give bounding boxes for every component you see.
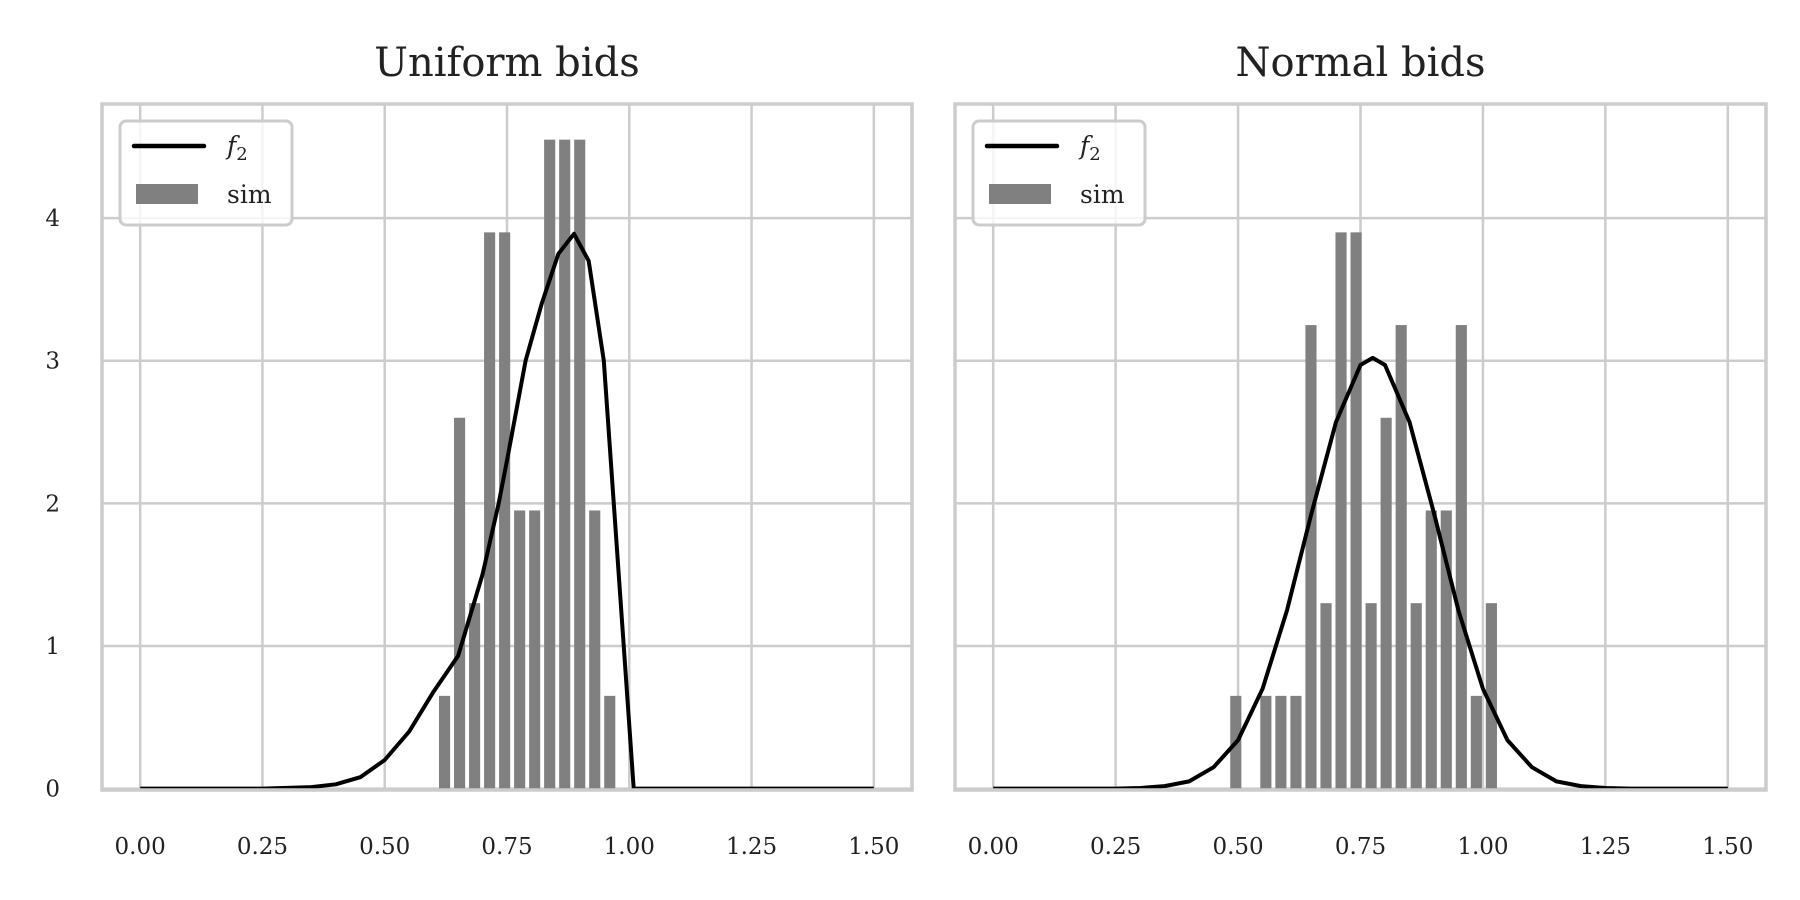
histogram-bar <box>1455 325 1467 789</box>
y-tick-label: 1 <box>45 634 60 660</box>
histogram-bar <box>469 603 481 789</box>
y-tick-label: 0 <box>45 777 60 803</box>
histogram-bar <box>439 695 451 789</box>
chart-title: Normal bids <box>1235 40 1485 86</box>
legend-label-f2: f2 <box>225 131 248 165</box>
legend-box <box>971 119 1147 227</box>
legend-f: f <box>225 131 240 160</box>
x-tick-label: 1.25 <box>1580 834 1631 860</box>
y-tick-label: 4 <box>45 206 60 232</box>
histogram-bar <box>514 510 526 789</box>
x-tick-label: 0.25 <box>237 834 288 860</box>
legend-bar-swatch <box>136 184 198 204</box>
x-tick-label: 0.25 <box>1090 834 1141 860</box>
histogram-bar <box>484 232 496 789</box>
histogram-bar <box>1470 695 1482 789</box>
histogram-bar <box>529 510 541 789</box>
histogram-bar <box>1290 695 1302 789</box>
legend-box <box>118 119 294 227</box>
histogram-bar <box>1380 417 1392 789</box>
x-tick-label: 1.00 <box>604 834 655 860</box>
legend-subscript: 2 <box>236 144 247 165</box>
x-tick-label: 0.00 <box>968 834 1019 860</box>
histogram-bar <box>1485 603 1497 789</box>
x-tick-label: 1.25 <box>726 834 777 860</box>
histogram-bar <box>1260 695 1272 789</box>
histogram-bar <box>1350 232 1362 789</box>
panel-1: Uniform bids 0.00 0.25 0.50 0.75 1.00 1.25 1.50… <box>45 40 914 860</box>
x-tick-label: 0.00 <box>115 834 166 860</box>
legend-label-sim: sim <box>1080 180 1125 209</box>
histogram-bar <box>1425 510 1437 789</box>
histogram-bar <box>589 510 601 789</box>
histogram-bar <box>1305 325 1317 789</box>
x-tick-label: 0.75 <box>481 834 532 860</box>
density-line-f2 <box>993 355 1728 791</box>
legend-subscript: 2 <box>1089 144 1100 165</box>
y-tick-label: 3 <box>45 349 60 375</box>
y-tick-label: 2 <box>45 491 60 517</box>
histogram-bar <box>1410 603 1422 789</box>
histogram-bar <box>454 417 466 789</box>
histogram-bar <box>1365 603 1377 789</box>
legend-label-f2: f2 <box>1078 131 1101 165</box>
histogram-bar <box>1395 325 1407 789</box>
axes-frame <box>953 102 1768 792</box>
histogram-bar <box>499 232 511 789</box>
legend-f: f <box>1078 131 1093 160</box>
panel-2: Normal bids 0.00 0.25 0.50 0.75 1.00 1.25 1.50 f… <box>953 40 1768 860</box>
histogram-bar <box>1275 695 1287 789</box>
legend: f2 sim <box>971 119 1147 227</box>
histogram-bar <box>544 139 556 789</box>
x-tick-label: 1.50 <box>1702 834 1753 860</box>
x-tick-label: 0.50 <box>1212 834 1263 860</box>
legend: f2 sim <box>118 119 294 227</box>
density-line-f2 <box>140 231 874 791</box>
histogram-bar <box>559 139 571 789</box>
legend-label-sim: sim <box>227 180 272 209</box>
x-tick-label: 1.50 <box>848 834 899 860</box>
histogram-bar <box>1440 510 1452 789</box>
legend-bar-swatch <box>989 184 1051 204</box>
histogram-bar <box>574 139 586 789</box>
chart-title: Uniform bids <box>374 40 639 86</box>
x-tick-label: 0.50 <box>359 834 410 860</box>
histogram-bar <box>1320 603 1332 789</box>
axes-frame <box>100 102 914 792</box>
histogram-bar <box>1335 232 1347 789</box>
x-tick-label: 1.00 <box>1457 834 1508 860</box>
histogram-bar <box>604 695 616 789</box>
x-tick-label: 0.75 <box>1335 834 1386 860</box>
